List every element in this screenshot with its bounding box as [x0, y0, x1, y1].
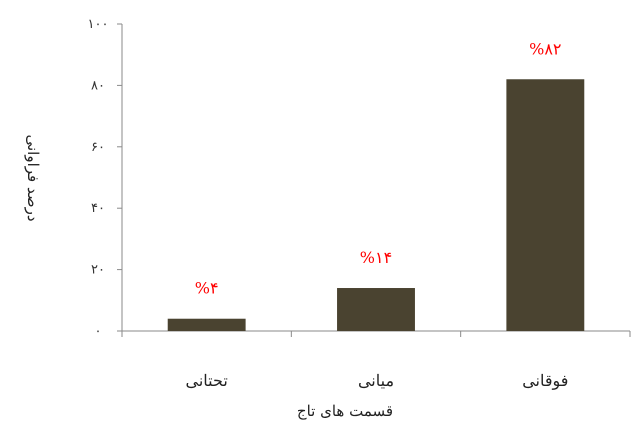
bar [506, 79, 585, 331]
bars [167, 79, 585, 331]
y-tick-label: ۶۰ [91, 140, 105, 155]
y-tick-label: ۴۰ [91, 201, 105, 216]
x-axis-title: قسمت های تاج [297, 402, 393, 420]
y-tick-label: ۰ [95, 324, 102, 339]
labels: %۴ تحتانی %۱۴ میانی %۸۲ فوقانی [186, 39, 569, 390]
x-tick-label: تحتانی [186, 371, 228, 390]
x-tick-label: میانی [358, 371, 394, 390]
bar [167, 318, 246, 331]
y-tick-label: ۱۰۰ [88, 17, 109, 32]
data-label: %۴ [195, 279, 219, 298]
x-tick-label: فوقانی [522, 371, 568, 390]
data-label: %۱۴ [360, 248, 392, 267]
y-tick-label: ۸۰ [91, 78, 105, 93]
y-tick-label: ۲۰ [91, 263, 105, 278]
bar [337, 288, 415, 331]
data-label: %۸۲ [529, 39, 561, 58]
y-axis-title: درصد فراوانی [24, 134, 42, 221]
